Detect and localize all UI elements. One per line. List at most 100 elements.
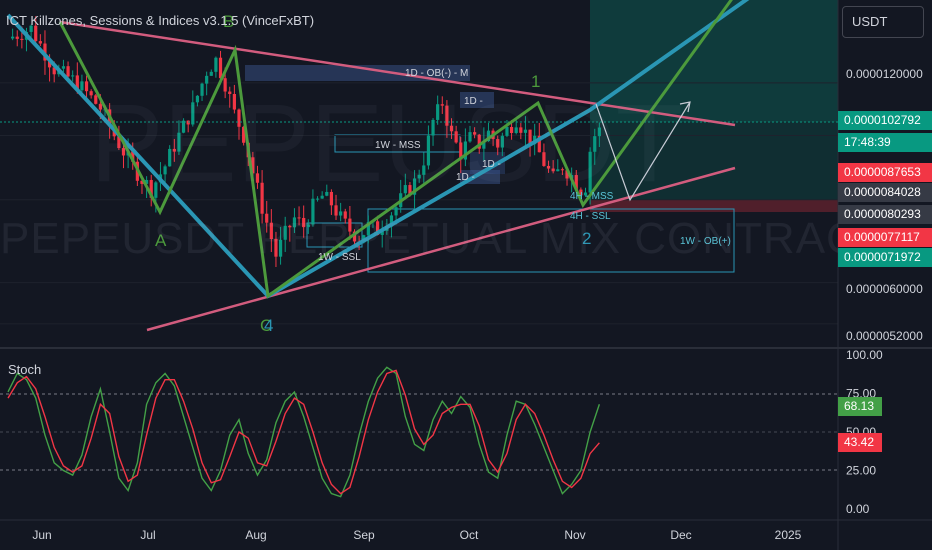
candle-body[interactable]	[500, 135, 504, 148]
candle-body[interactable]	[269, 222, 273, 239]
candle-body[interactable]	[94, 95, 98, 104]
candle-body[interactable]	[89, 91, 93, 96]
candle-body[interactable]	[61, 66, 66, 69]
candle-body[interactable]	[519, 127, 523, 133]
candle-body[interactable]	[66, 66, 70, 77]
candle-body[interactable]	[205, 75, 209, 84]
candle-body[interactable]	[232, 93, 236, 110]
candle-body[interactable]	[565, 170, 569, 179]
candle-body[interactable]	[140, 180, 144, 184]
candle-body[interactable]	[389, 215, 394, 227]
candle-body[interactable]	[579, 189, 583, 196]
candle-body[interactable]	[440, 104, 444, 106]
candle-body[interactable]	[121, 148, 126, 156]
price-axis[interactable]: 0.0000120000 0.0000060000 0.0000052000	[846, 67, 923, 343]
candle-body[interactable]	[320, 195, 324, 199]
candle-body[interactable]	[454, 131, 458, 143]
candle-body[interactable]	[556, 169, 560, 172]
candle-body[interactable]	[311, 198, 315, 225]
candle-body[interactable]	[551, 168, 555, 172]
candle-body[interactable]	[274, 238, 278, 257]
candle-body[interactable]	[302, 217, 306, 228]
candle-body[interactable]	[486, 130, 491, 142]
candle-body[interactable]	[583, 192, 588, 196]
candle-body[interactable]	[283, 225, 287, 240]
candle-body[interactable]	[459, 142, 463, 160]
candle-body[interactable]	[172, 148, 176, 152]
candle-body[interactable]	[380, 230, 384, 235]
candle-body[interactable]	[117, 136, 121, 149]
candle-body[interactable]	[292, 217, 297, 228]
candle-body[interactable]	[11, 36, 15, 39]
candle-body[interactable]	[218, 57, 223, 79]
candle-body[interactable]	[514, 127, 518, 133]
candle-body[interactable]	[29, 25, 33, 32]
candle-body[interactable]	[38, 41, 42, 44]
candle-body[interactable]	[574, 175, 578, 190]
candle-body[interactable]	[542, 152, 546, 166]
candle-body[interactable]	[417, 174, 421, 179]
candle-body[interactable]	[325, 191, 329, 196]
candle-body[interactable]	[52, 67, 56, 75]
candle-body[interactable]	[352, 231, 357, 242]
candle-body[interactable]	[408, 185, 412, 195]
candle-body[interactable]	[34, 25, 38, 42]
candles[interactable]	[11, 16, 601, 267]
candle-body[interactable]	[278, 239, 283, 257]
candle-body[interactable]	[463, 141, 467, 160]
candle-body[interactable]	[145, 179, 149, 184]
candle-body[interactable]	[195, 95, 200, 103]
candle-body[interactable]	[177, 132, 181, 152]
candle-body[interactable]	[84, 81, 89, 92]
candle-body[interactable]	[255, 173, 260, 183]
candle-body[interactable]	[181, 120, 186, 133]
candle-body[interactable]	[163, 166, 167, 175]
candle-body[interactable]	[436, 104, 440, 120]
candle-body[interactable]	[597, 127, 601, 137]
stoch-legend-title[interactable]: Stoch	[8, 362, 42, 377]
candle-body[interactable]	[468, 132, 472, 142]
candle-body[interactable]	[422, 165, 426, 175]
candle-body[interactable]	[223, 78, 227, 92]
candle-body[interactable]	[339, 211, 343, 216]
candle-body[interactable]	[445, 105, 449, 126]
candle-body[interactable]	[15, 36, 19, 39]
candle-body[interactable]	[209, 71, 213, 76]
candle-body[interactable]	[348, 218, 352, 232]
candle-body[interactable]	[265, 213, 269, 223]
candle-body[interactable]	[593, 136, 597, 152]
candle-body[interactable]	[412, 178, 417, 195]
candle-body[interactable]	[477, 134, 481, 149]
candle-body[interactable]	[71, 75, 75, 77]
candle-body[interactable]	[200, 83, 204, 96]
candle-body[interactable]	[431, 119, 435, 136]
candle-body[interactable]	[228, 91, 232, 94]
candle-body[interactable]	[403, 185, 407, 194]
time-axis[interactable]: Jun Jul Aug Sep Oct Nov Dec 2025	[32, 528, 801, 542]
candle-body[interactable]	[242, 126, 246, 143]
candle-body[interactable]	[329, 191, 333, 206]
candle-body[interactable]	[288, 225, 292, 228]
candle-body[interactable]	[131, 151, 135, 162]
candle-body[interactable]	[315, 198, 320, 200]
candle-body[interactable]	[47, 60, 52, 68]
candle-body[interactable]	[505, 126, 509, 136]
candle-body[interactable]	[297, 217, 301, 219]
candle-body[interactable]	[366, 222, 370, 236]
candle-body[interactable]	[191, 102, 195, 125]
candle-body[interactable]	[168, 148, 172, 167]
candle-body[interactable]	[251, 157, 255, 174]
candle-body[interactable]	[149, 179, 153, 198]
candle-body[interactable]	[560, 169, 564, 171]
candle-body[interactable]	[426, 135, 431, 166]
candle-body[interactable]	[473, 132, 477, 135]
candle-body[interactable]	[546, 165, 551, 169]
candle-body[interactable]	[306, 224, 310, 228]
candle-body[interactable]	[75, 75, 79, 91]
currency-button[interactable]: USDT	[842, 6, 924, 38]
candle-body[interactable]	[214, 57, 218, 72]
candle-body[interactable]	[523, 129, 528, 133]
candle-body[interactable]	[237, 109, 241, 127]
